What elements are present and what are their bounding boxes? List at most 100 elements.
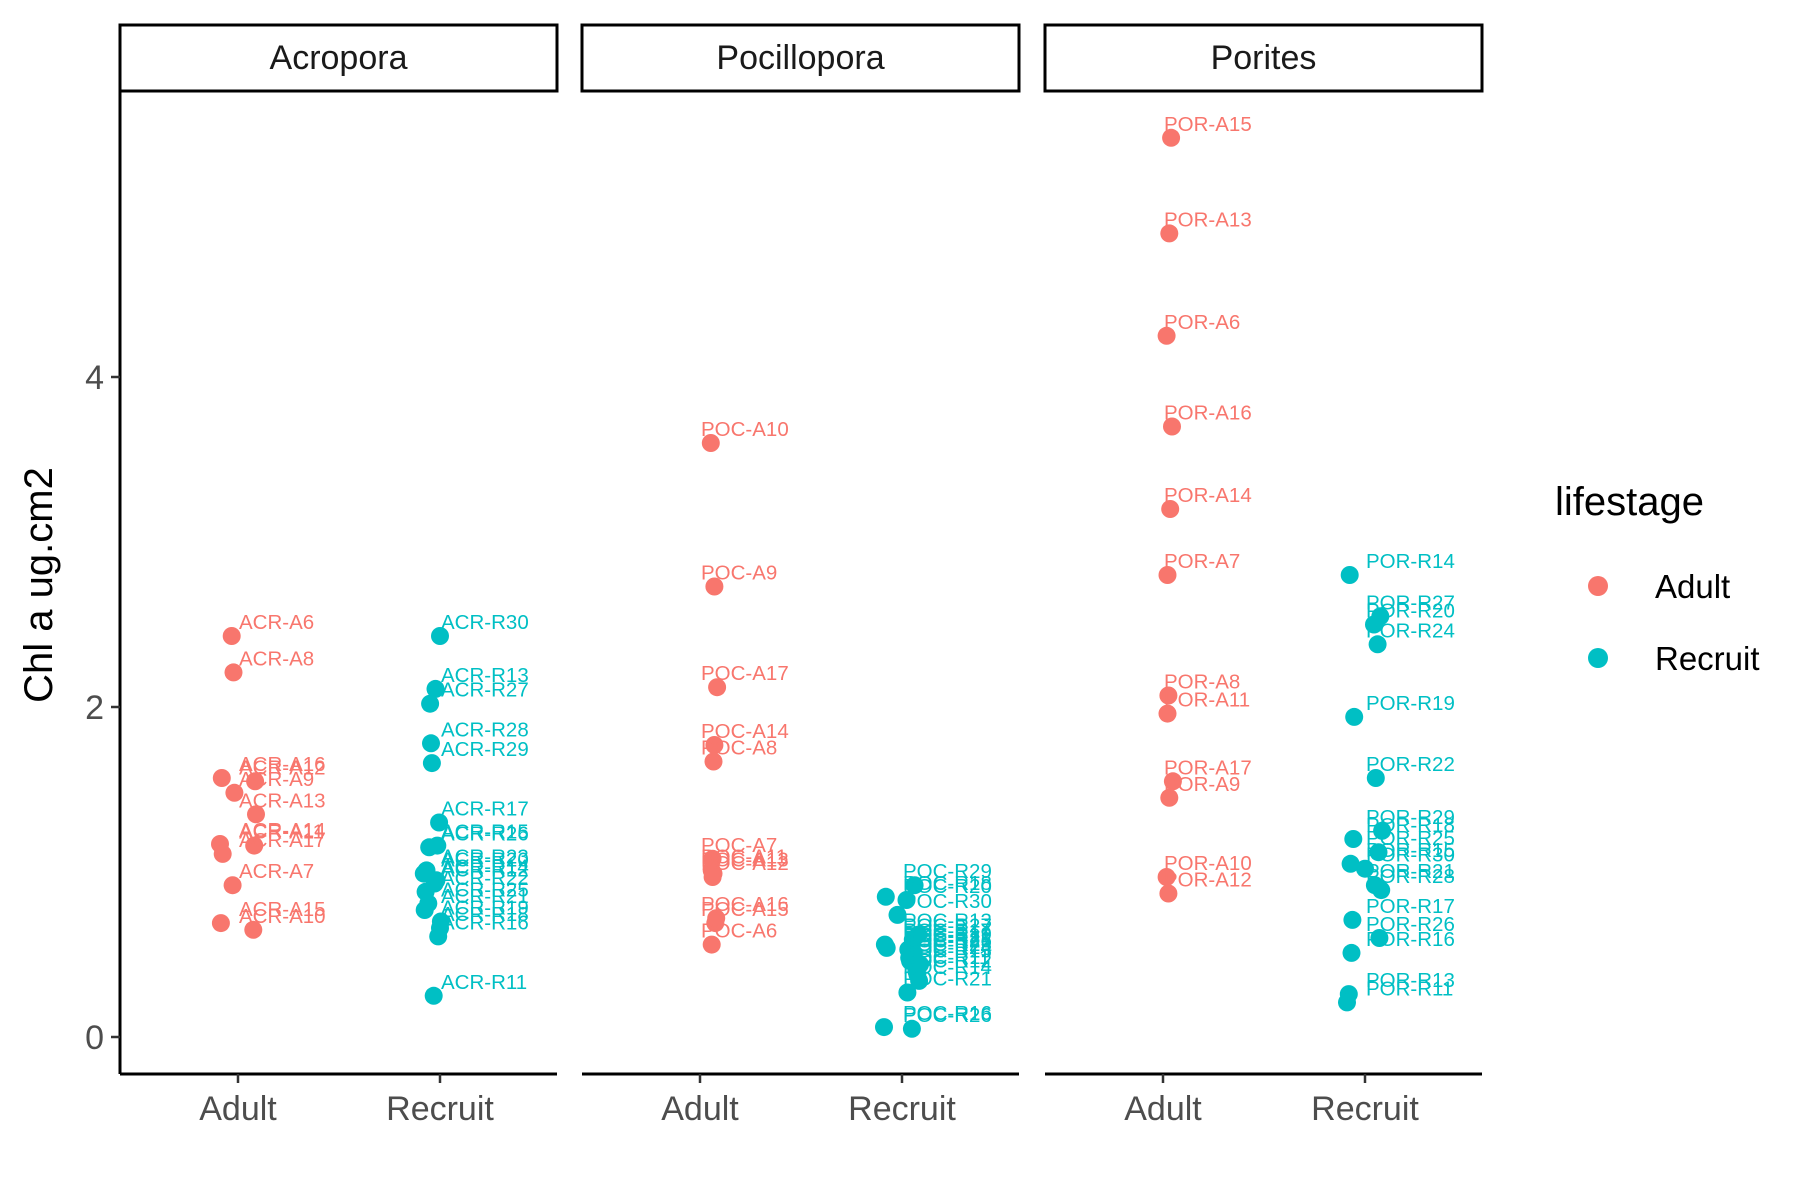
data-label-acr-a17: ACR-A17 — [239, 829, 326, 852]
data-point-poc-a8 — [704, 752, 723, 771]
data-label-acr-r22: ACR-R22 — [441, 867, 529, 890]
data-label-acr-r15: ACR-R15 — [441, 821, 529, 844]
data-point-por-r14 — [1340, 566, 1359, 584]
data-label-poc-r12: POC-R12 — [903, 949, 992, 972]
data-label-acr-r21: ACR-R21 — [441, 885, 529, 908]
data-label-acr-r20: ACR-R20 — [441, 849, 529, 872]
legend: lifestage Adult Recruit — [1555, 480, 1760, 677]
data-label-por-r25: POR-R25 — [1366, 827, 1455, 850]
data-point-poc-a15 — [706, 914, 725, 933]
data-label-poc-r16: POC-R16 — [903, 1002, 992, 1025]
data-label-poc-r30: POC-R30 — [903, 890, 992, 913]
data-point-por-a7 — [1158, 566, 1177, 584]
data-label-acr-a7: ACR-A7 — [239, 860, 314, 883]
data-point-por-a13 — [1160, 224, 1179, 243]
data-point-acr-r30 — [431, 627, 449, 645]
data-label-poc-a15: POC-A15 — [701, 898, 789, 921]
legend-title: lifestage — [1555, 480, 1704, 524]
data-point-acr-r29 — [422, 754, 441, 773]
data-point-por-r19 — [1345, 707, 1364, 726]
y-tick-label: 2 — [85, 689, 104, 727]
data-label-poc-r11: POC-R11 — [903, 946, 990, 969]
data-label-acr-r16: ACR-R16 — [441, 911, 529, 934]
x-tick-label: Adult — [1124, 1090, 1202, 1128]
data-point-por-a8 — [1159, 686, 1178, 705]
data-point-acr-r17 — [430, 813, 449, 832]
data-label-por-r22: POR-R22 — [1366, 753, 1455, 776]
data-label-poc-r29: POC-R29 — [903, 860, 992, 883]
data-label-por-a12: POR-A12 — [1164, 869, 1252, 892]
data-point-acr-a17 — [213, 844, 232, 863]
data-label-por-r24: POR-R24 — [1366, 619, 1455, 642]
data-label-acr-a14: ACR-A14 — [239, 819, 326, 842]
data-point-acr-a6 — [222, 627, 241, 645]
data-point-poc-a17 — [708, 678, 727, 697]
data-point-poc-a14 — [705, 736, 724, 754]
data-label-poc-a9: POC-A9 — [701, 562, 777, 585]
data-label-por-a10: POR-A10 — [1164, 852, 1252, 875]
data-point-acr-r13 — [426, 679, 445, 698]
data-label-poc-a14: POC-A14 — [701, 720, 789, 743]
data-point-poc-r26 — [902, 1019, 921, 1038]
data-label-acr-r11: ACR-R11 — [441, 971, 527, 994]
data-label-por-r13: POR-R13 — [1366, 969, 1455, 992]
data-label-poc-a11: POC-A11 — [701, 845, 787, 868]
data-label-por-r30: POR-R30 — [1366, 844, 1455, 867]
data-point-acr-r16 — [429, 927, 448, 946]
data-point-acr-a12 — [246, 772, 265, 791]
data-point-por-a11 — [1158, 704, 1177, 723]
data-point-poc-r16 — [875, 1018, 893, 1037]
data-point-poc-a6 — [702, 935, 721, 954]
data-label-acr-r26: ACR-R26 — [441, 822, 529, 845]
data-point-por-r29 — [1373, 821, 1392, 840]
data-label-acr-r13: ACR-R13 — [441, 664, 529, 687]
data-point-acr-r11 — [424, 986, 443, 1005]
data-label-por-r26: POR-R26 — [1366, 913, 1455, 936]
data-point-poc-r20 — [897, 891, 916, 909]
data-label-acr-r30: ACR-R30 — [441, 611, 529, 634]
data-point-poc-r18 — [876, 887, 895, 906]
data-label-poc-r18: POC-R18 — [903, 872, 992, 895]
x-tick-label: Adult — [661, 1090, 739, 1128]
data-label-por-r19: POR-R19 — [1366, 692, 1455, 715]
facet-strip-label: Pocillopora — [716, 39, 884, 77]
data-label-poc-r15: POC-R15 — [903, 939, 992, 962]
data-point-poc-r19 — [877, 938, 896, 957]
data-point-por-r25 — [1369, 843, 1388, 862]
data-point-acr-a16 — [212, 769, 231, 787]
data-label-por-a11: POR-A11 — [1164, 689, 1250, 712]
legend-label-recruit: Recruit — [1655, 640, 1760, 677]
legend-key-recruit — [1588, 648, 1608, 668]
facet-strip — [580, 23, 1021, 93]
data-point-poc-r29 — [905, 876, 924, 895]
data-point-acr-r26 — [420, 838, 439, 857]
data-label-por-a13: POR-A13 — [1164, 208, 1252, 231]
data-label-poc-a12: POC-A12 — [701, 852, 789, 875]
data-label-acr-a13: ACR-A13 — [239, 789, 326, 812]
data-label-acr-a15: ACR-A15 — [239, 898, 326, 921]
data-label-acr-r17: ACR-R17 — [441, 798, 529, 821]
data-label-por-r15: POR-R15 — [1366, 839, 1455, 862]
data-label-poc-a10: POC-A10 — [701, 418, 789, 441]
data-label-acr-a12: ACR-A12 — [239, 756, 326, 779]
data-label-por-a7: POR-A7 — [1164, 550, 1240, 573]
data-point-por-a17 — [1163, 772, 1182, 791]
data-label-acr-r18: ACR-R18 — [441, 903, 529, 926]
data-point-por-a12 — [1159, 884, 1178, 903]
data-point-acr-a10 — [244, 920, 263, 939]
data-point-por-r18 — [1344, 830, 1363, 848]
facet-panel-pocillopora: Pocillopora Adult Recruit POC-A10 POC-A9 POC-… — [580, 23, 1021, 1128]
data-point-acr-r28 — [422, 734, 440, 753]
y-tick-label: 0 — [85, 1019, 104, 1057]
data-label-por-r11: POR-R11 — [1366, 977, 1453, 1000]
data-label-poc-r21: POC-R21 — [903, 968, 992, 991]
data-label-por-a17: POR-A17 — [1164, 756, 1252, 779]
data-label-por-a6: POR-A6 — [1164, 311, 1240, 334]
data-label-por-a14: POR-A14 — [1164, 484, 1252, 507]
data-point-poc-a12 — [703, 868, 722, 886]
data-label-poc-a16: POC-A16 — [701, 893, 789, 916]
y-axis-title: Chl a ug.cm2 — [17, 467, 61, 703]
data-label-acr-a9: ACR-A9 — [239, 768, 314, 791]
